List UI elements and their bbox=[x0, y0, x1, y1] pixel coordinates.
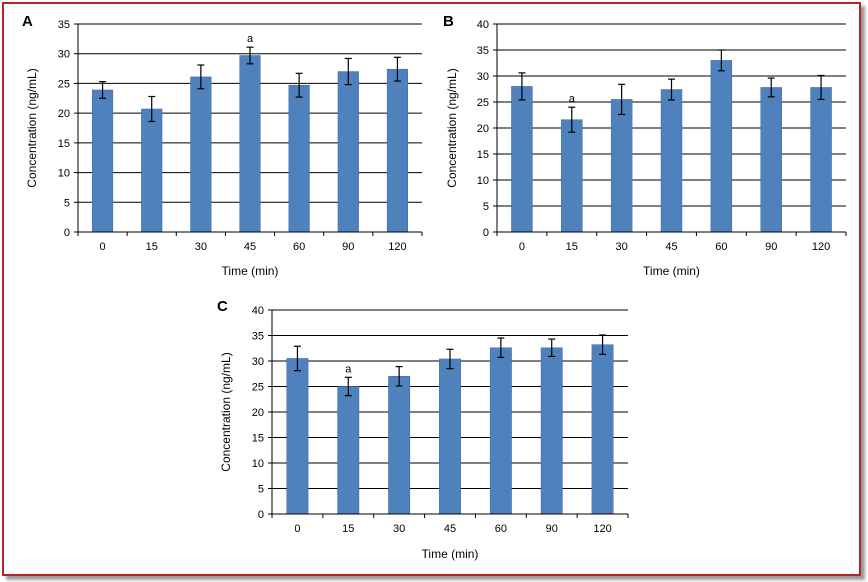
chart-panel-c: 0 5 10 15 20 25 30 35 40 0 15 a 30 45 60 90 120 Time (min… bbox=[217, 298, 629, 561]
y-tick-label: 15 bbox=[477, 149, 489, 161]
y-tick-label: 35 bbox=[477, 45, 489, 57]
y-axis-title: Concentration (ng/mL) bbox=[445, 68, 459, 187]
y-tick-label: 20 bbox=[477, 123, 489, 135]
x-tick-label: 15 bbox=[566, 241, 578, 253]
chart-panel-a: 0 5 10 15 20 25 30 35 0 15 30 45 a 60 90 120 Time (min) C… bbox=[22, 13, 423, 278]
y-tick-label: 10 bbox=[58, 168, 70, 180]
panel-letter: B bbox=[443, 13, 454, 30]
x-tick-label: 60 bbox=[495, 523, 507, 535]
x-tick-label: 15 bbox=[146, 241, 158, 253]
bar bbox=[288, 84, 310, 233]
x-tick-label: 0 bbox=[294, 523, 300, 535]
y-tick-label: 0 bbox=[483, 227, 489, 239]
x-tick-label: 90 bbox=[546, 523, 558, 535]
x-tick-label: 30 bbox=[616, 241, 628, 253]
y-tick-label: 5 bbox=[258, 484, 264, 496]
y-tick-label: 30 bbox=[252, 356, 264, 368]
y-tick-label: 40 bbox=[477, 19, 489, 31]
x-tick-label: 0 bbox=[519, 241, 525, 253]
y-tick-label: 5 bbox=[483, 201, 489, 213]
significance-annotation: a bbox=[569, 93, 576, 105]
y-tick-label: 5 bbox=[64, 197, 70, 209]
bar bbox=[388, 376, 411, 515]
bar bbox=[810, 87, 832, 233]
bar bbox=[190, 76, 212, 233]
bar bbox=[239, 55, 261, 233]
bar bbox=[591, 344, 614, 515]
x-tick-label: 90 bbox=[342, 241, 354, 253]
y-tick-label: 10 bbox=[477, 175, 489, 187]
panel-letter: C bbox=[217, 298, 228, 315]
x-tick-label: 45 bbox=[665, 241, 677, 253]
y-tick-label: 10 bbox=[252, 458, 264, 470]
bar bbox=[92, 89, 114, 233]
bar bbox=[540, 347, 563, 515]
x-tick-label: 15 bbox=[342, 523, 354, 535]
y-tick-label: 35 bbox=[252, 331, 264, 343]
y-tick-label: 0 bbox=[258, 509, 264, 521]
bar bbox=[710, 60, 733, 233]
panel-letter: A bbox=[22, 13, 33, 30]
y-tick-label: 40 bbox=[252, 305, 264, 317]
y-axis-title: Concentration (ng/mL) bbox=[219, 352, 233, 471]
x-tick-label: 45 bbox=[444, 523, 456, 535]
y-tick-label: 15 bbox=[58, 138, 70, 150]
x-tick-label: 0 bbox=[100, 241, 106, 253]
bar bbox=[439, 358, 461, 515]
x-axis-title: Time (min) bbox=[643, 264, 700, 278]
bar bbox=[337, 386, 360, 515]
x-tick-label: 120 bbox=[593, 523, 611, 535]
y-tick-label: 25 bbox=[477, 97, 489, 109]
y-tick-label: 20 bbox=[252, 407, 264, 419]
bar bbox=[141, 108, 163, 233]
bar bbox=[489, 347, 512, 515]
x-axis-title: Time (min) bbox=[422, 547, 479, 561]
x-tick-label: 60 bbox=[715, 241, 727, 253]
bar bbox=[760, 87, 782, 233]
bar bbox=[286, 358, 309, 515]
y-tick-label: 0 bbox=[64, 227, 70, 239]
bar bbox=[610, 99, 633, 233]
x-axis-title: Time (min) bbox=[222, 264, 279, 278]
x-tick-label: 90 bbox=[765, 241, 777, 253]
y-tick-label: 25 bbox=[58, 78, 70, 90]
y-tick-label: 20 bbox=[58, 108, 70, 120]
x-tick-label: 120 bbox=[812, 241, 830, 253]
bar bbox=[386, 68, 408, 233]
x-tick-label: 30 bbox=[393, 523, 405, 535]
bar bbox=[561, 119, 583, 233]
significance-annotation: a bbox=[345, 363, 352, 375]
y-tick-label: 25 bbox=[252, 382, 264, 394]
x-tick-label: 120 bbox=[388, 241, 406, 253]
x-tick-label: 45 bbox=[244, 241, 256, 253]
y-axis-title: Concentration (ng/mL) bbox=[25, 68, 39, 187]
bar bbox=[660, 89, 683, 233]
chart-panel-b: 0 5 10 15 20 25 30 35 40 0 15 a 30 45 60 90 120 Time (min… bbox=[443, 13, 847, 278]
y-tick-label: 15 bbox=[252, 433, 264, 445]
x-tick-label: 30 bbox=[195, 241, 207, 253]
bar bbox=[511, 86, 533, 233]
bar bbox=[337, 71, 359, 233]
x-tick-label: 60 bbox=[293, 241, 305, 253]
significance-annotation: a bbox=[247, 33, 254, 45]
y-tick-label: 30 bbox=[58, 49, 70, 61]
y-tick-label: 35 bbox=[58, 19, 70, 31]
y-tick-label: 30 bbox=[477, 71, 489, 83]
